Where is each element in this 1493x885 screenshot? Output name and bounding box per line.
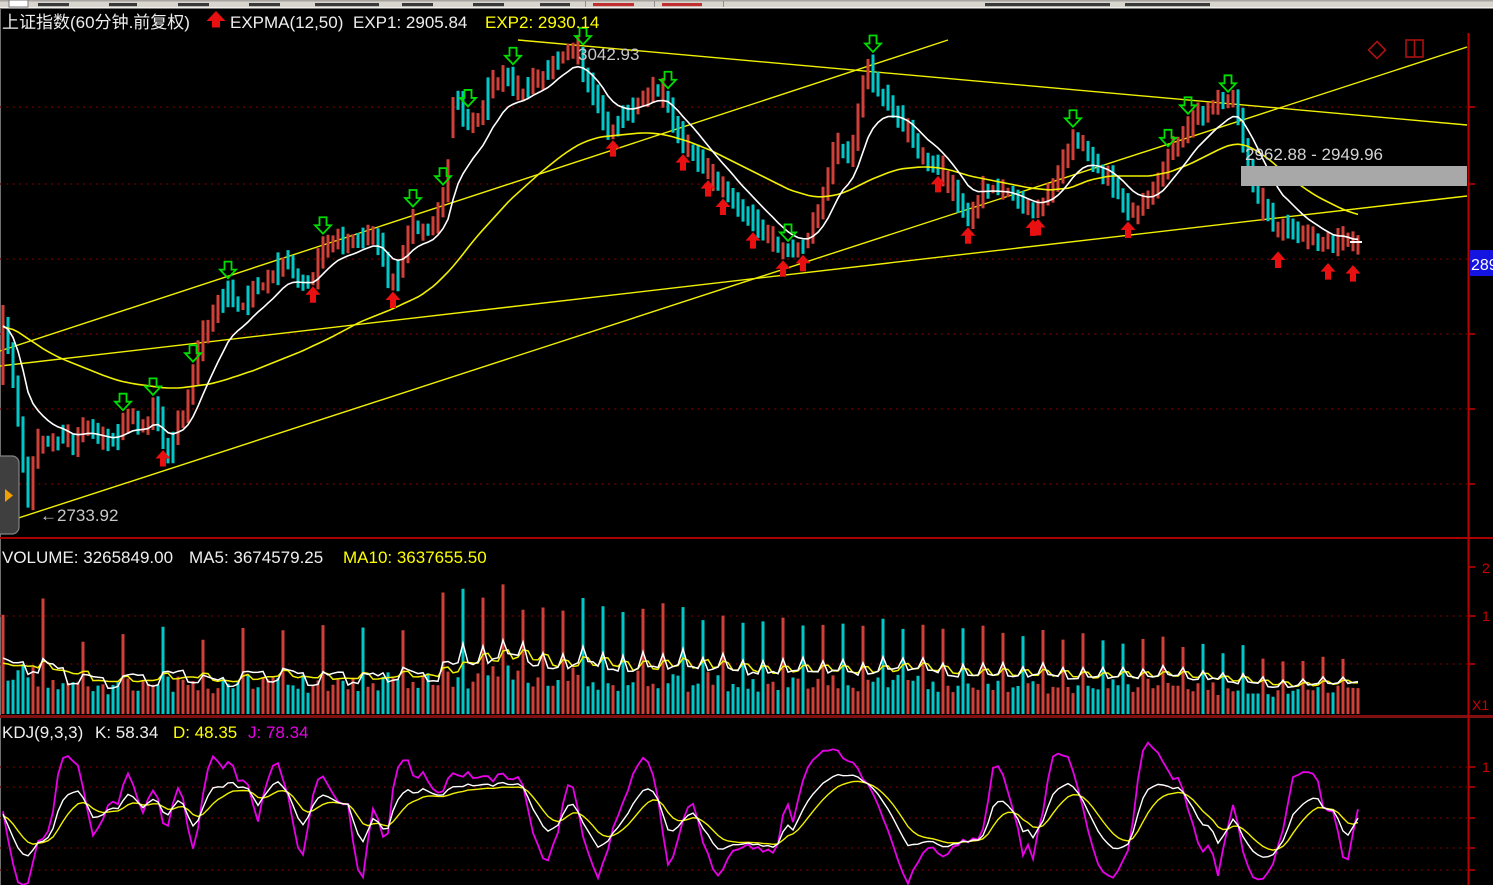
svg-text:D: 48.35: D: 48.35 (173, 723, 237, 742)
svg-text:MA5: 3674579.25: MA5: 3674579.25 (189, 548, 323, 567)
svg-text:EXP1: 2905.84: EXP1: 2905.84 (353, 13, 467, 32)
svg-text:EXPMA(12,50): EXPMA(12,50) (230, 13, 343, 32)
svg-text:2962.88 - 2949.96: 2962.88 - 2949.96 (1245, 145, 1383, 164)
svg-text:KDJ(9,3,3): KDJ(9,3,3) (2, 723, 83, 742)
svg-text:K: 58.34: K: 58.34 (95, 723, 158, 742)
svg-text:上证指数(60分钟.前复权): 上证指数(60分钟.前复权) (2, 13, 190, 32)
svg-text:2: 2 (1482, 560, 1490, 576)
svg-text:EXP2: 2930.14: EXP2: 2930.14 (485, 13, 599, 32)
svg-text:VOLUME: 3265849.00: VOLUME: 3265849.00 (2, 548, 173, 567)
svg-text:1: 1 (1482, 608, 1490, 624)
svg-text:J: 78.34: J: 78.34 (248, 723, 309, 742)
svg-text:X1: X1 (1472, 697, 1489, 713)
svg-text:3042.93: 3042.93 (578, 45, 639, 64)
svg-text:←2733.92: ←2733.92 (40, 506, 118, 525)
svg-text:MA10: 3637655.50: MA10: 3637655.50 (343, 548, 487, 567)
svg-text:1: 1 (1482, 759, 1490, 775)
svg-text:289: 289 (1471, 257, 1493, 274)
